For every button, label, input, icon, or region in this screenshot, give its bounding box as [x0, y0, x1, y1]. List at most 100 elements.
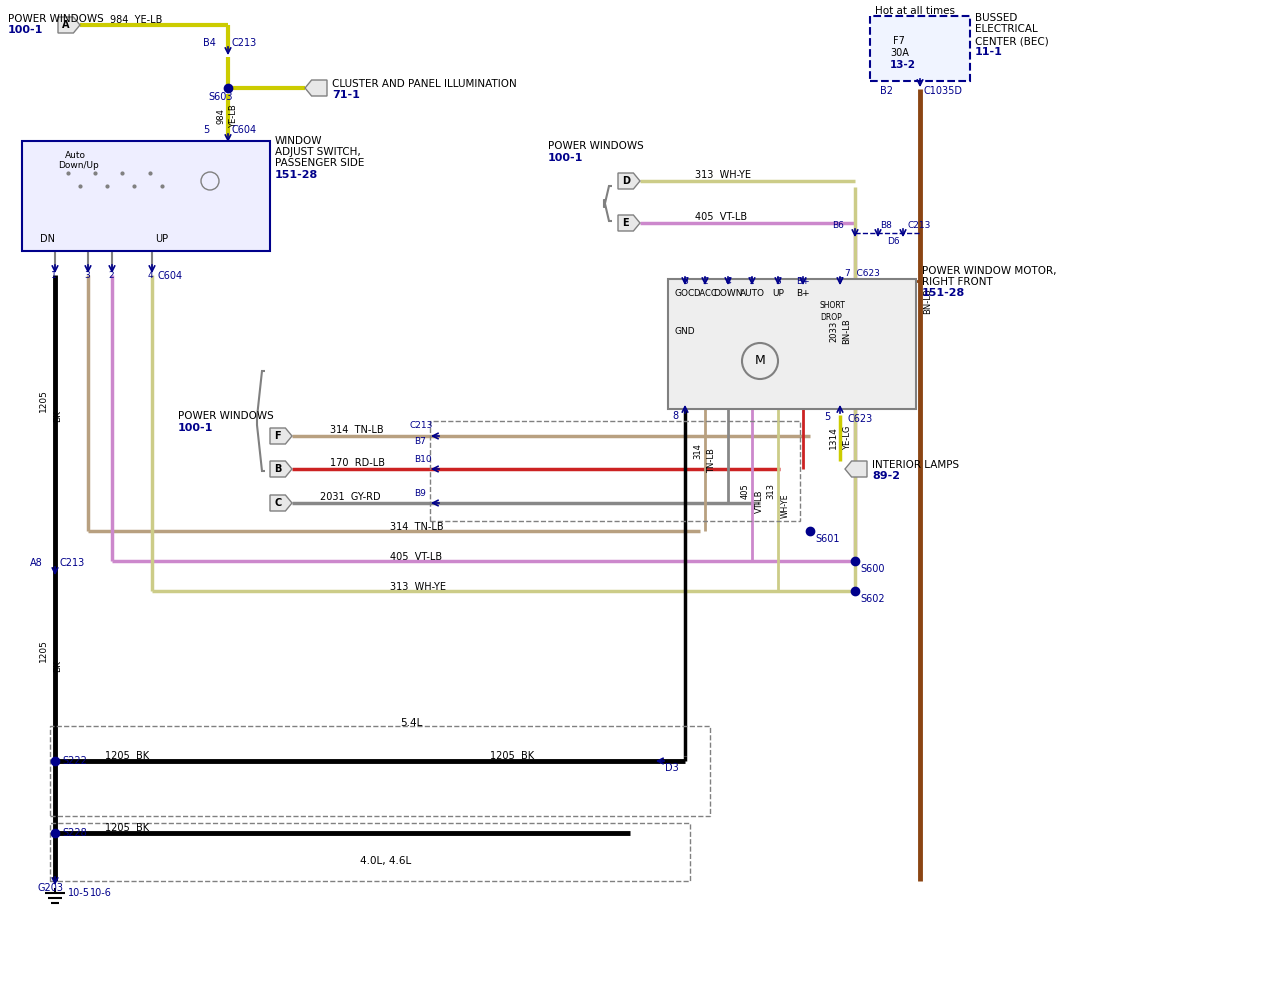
Text: A8: A8 [29, 558, 42, 568]
Text: POWER WINDOWS: POWER WINDOWS [548, 141, 644, 151]
Text: M: M [755, 354, 765, 368]
Bar [668, 279, 916, 409]
Text: 4: 4 [148, 272, 154, 281]
Text: 1205  BK: 1205 BK [105, 823, 150, 833]
Text: 10-6: 10-6 [90, 888, 111, 898]
Text: C213: C213 [232, 38, 257, 48]
Text: 7  C623: 7 C623 [845, 269, 879, 278]
Text: 313  WH-YE: 313 WH-YE [695, 170, 751, 180]
Text: DOWN: DOWN [713, 288, 742, 297]
Text: Hot at all times: Hot at all times [876, 6, 955, 16]
Text: POWER WINDOWS: POWER WINDOWS [178, 411, 274, 421]
Text: 1205  BK: 1205 BK [105, 751, 150, 761]
Text: 313  WH-YE: 313 WH-YE [390, 582, 445, 592]
Text: 405  VT-LB: 405 VT-LB [695, 212, 748, 222]
Polygon shape [305, 80, 326, 96]
Text: BN-LB: BN-LB [923, 288, 933, 314]
Text: A: A [61, 20, 69, 30]
Text: 3: 3 [84, 272, 90, 281]
Text: S602: S602 [860, 594, 884, 604]
Text: INTERIOR LAMPS: INTERIOR LAMPS [872, 460, 959, 470]
Text: 314  TN-LB: 314 TN-LB [390, 522, 444, 532]
Text: YE-LG: YE-LG [844, 426, 852, 450]
Text: 100-1: 100-1 [548, 153, 584, 163]
Text: S603: S603 [207, 92, 233, 102]
Text: 405  VT-LB: 405 VT-LB [390, 552, 442, 562]
Text: C604: C604 [232, 125, 257, 135]
Text: B9: B9 [413, 490, 426, 498]
Text: Down/Up: Down/Up [58, 162, 99, 171]
Text: GOC: GOC [675, 288, 695, 297]
Text: 4: 4 [726, 277, 731, 285]
Text: 5: 5 [824, 412, 831, 422]
Polygon shape [270, 428, 292, 444]
Text: E: E [622, 218, 628, 228]
Text: D6: D6 [887, 236, 900, 245]
Text: BK: BK [54, 660, 63, 672]
Text: 5: 5 [204, 125, 209, 135]
Text: B+: B+ [796, 277, 810, 285]
Text: SHORT: SHORT [820, 301, 846, 311]
Text: 1205: 1205 [38, 640, 47, 662]
Text: 1205: 1205 [38, 389, 47, 412]
Polygon shape [618, 173, 640, 189]
Text: 1205  BK: 1205 BK [490, 751, 534, 761]
Text: 4.0L, 4.6L: 4.0L, 4.6L [360, 856, 411, 866]
Text: 5.4L: 5.4L [399, 718, 422, 728]
Text: DACC: DACC [694, 288, 717, 297]
Text: PASSENGER SIDE: PASSENGER SIDE [275, 158, 365, 168]
Text: YE-LB: YE-LB [229, 104, 238, 128]
Text: D: D [622, 176, 630, 186]
Text: 1: 1 [749, 277, 755, 285]
Text: ELECTRICAL: ELECTRICAL [975, 24, 1038, 34]
Polygon shape [845, 461, 867, 477]
Text: RIGHT FRONT: RIGHT FRONT [922, 277, 993, 287]
Text: C213: C213 [410, 422, 434, 431]
Text: 10-5: 10-5 [68, 888, 90, 898]
Polygon shape [618, 215, 640, 231]
Text: F7: F7 [893, 36, 905, 46]
Text: 13-2: 13-2 [890, 60, 916, 70]
Text: BN-LB: BN-LB [842, 318, 851, 344]
Text: ADJUST SWITCH,: ADJUST SWITCH, [275, 147, 361, 157]
Text: B: B [274, 464, 282, 474]
Text: WINDOW: WINDOW [275, 136, 323, 146]
Bar [870, 16, 970, 81]
Text: BUSSED: BUSSED [975, 13, 1018, 23]
Text: 30A: 30A [890, 48, 909, 58]
Text: C623: C623 [849, 414, 873, 424]
Polygon shape [270, 461, 292, 477]
Text: UP: UP [772, 288, 783, 297]
Text: B6: B6 [832, 222, 844, 231]
Text: CENTER (BEC): CENTER (BEC) [975, 36, 1048, 46]
Text: 170  RD-LB: 170 RD-LB [330, 458, 385, 468]
Text: Auto: Auto [65, 151, 86, 161]
Polygon shape [58, 17, 79, 33]
Bar [50, 726, 710, 816]
Text: S222: S222 [61, 756, 87, 766]
Text: 2033: 2033 [905, 290, 914, 312]
Text: DROP: DROP [820, 313, 842, 322]
Text: CLUSTER AND PANEL ILLUMINATION: CLUSTER AND PANEL ILLUMINATION [332, 79, 517, 89]
Text: C: C [274, 498, 282, 508]
Text: 100-1: 100-1 [8, 25, 44, 35]
Text: 11-1: 11-1 [975, 47, 1002, 57]
Text: B7: B7 [413, 437, 426, 445]
Text: S228: S228 [61, 828, 87, 838]
Text: 984: 984 [216, 108, 225, 124]
Bar [430, 421, 800, 521]
Text: 313: 313 [767, 483, 776, 499]
Text: C213: C213 [908, 222, 931, 231]
Text: 405: 405 [741, 483, 750, 499]
Text: 984  YE-LB: 984 YE-LB [110, 15, 163, 25]
Text: 3: 3 [776, 277, 781, 285]
Text: 151-28: 151-28 [922, 288, 965, 298]
Text: 89-2: 89-2 [872, 471, 900, 481]
Text: G203: G203 [38, 883, 64, 893]
Text: C604: C604 [157, 271, 183, 281]
Text: 6: 6 [682, 277, 687, 285]
Text: B10: B10 [413, 455, 431, 464]
Text: 2: 2 [108, 272, 114, 281]
Bar [50, 823, 690, 881]
Text: 314: 314 [694, 443, 703, 459]
